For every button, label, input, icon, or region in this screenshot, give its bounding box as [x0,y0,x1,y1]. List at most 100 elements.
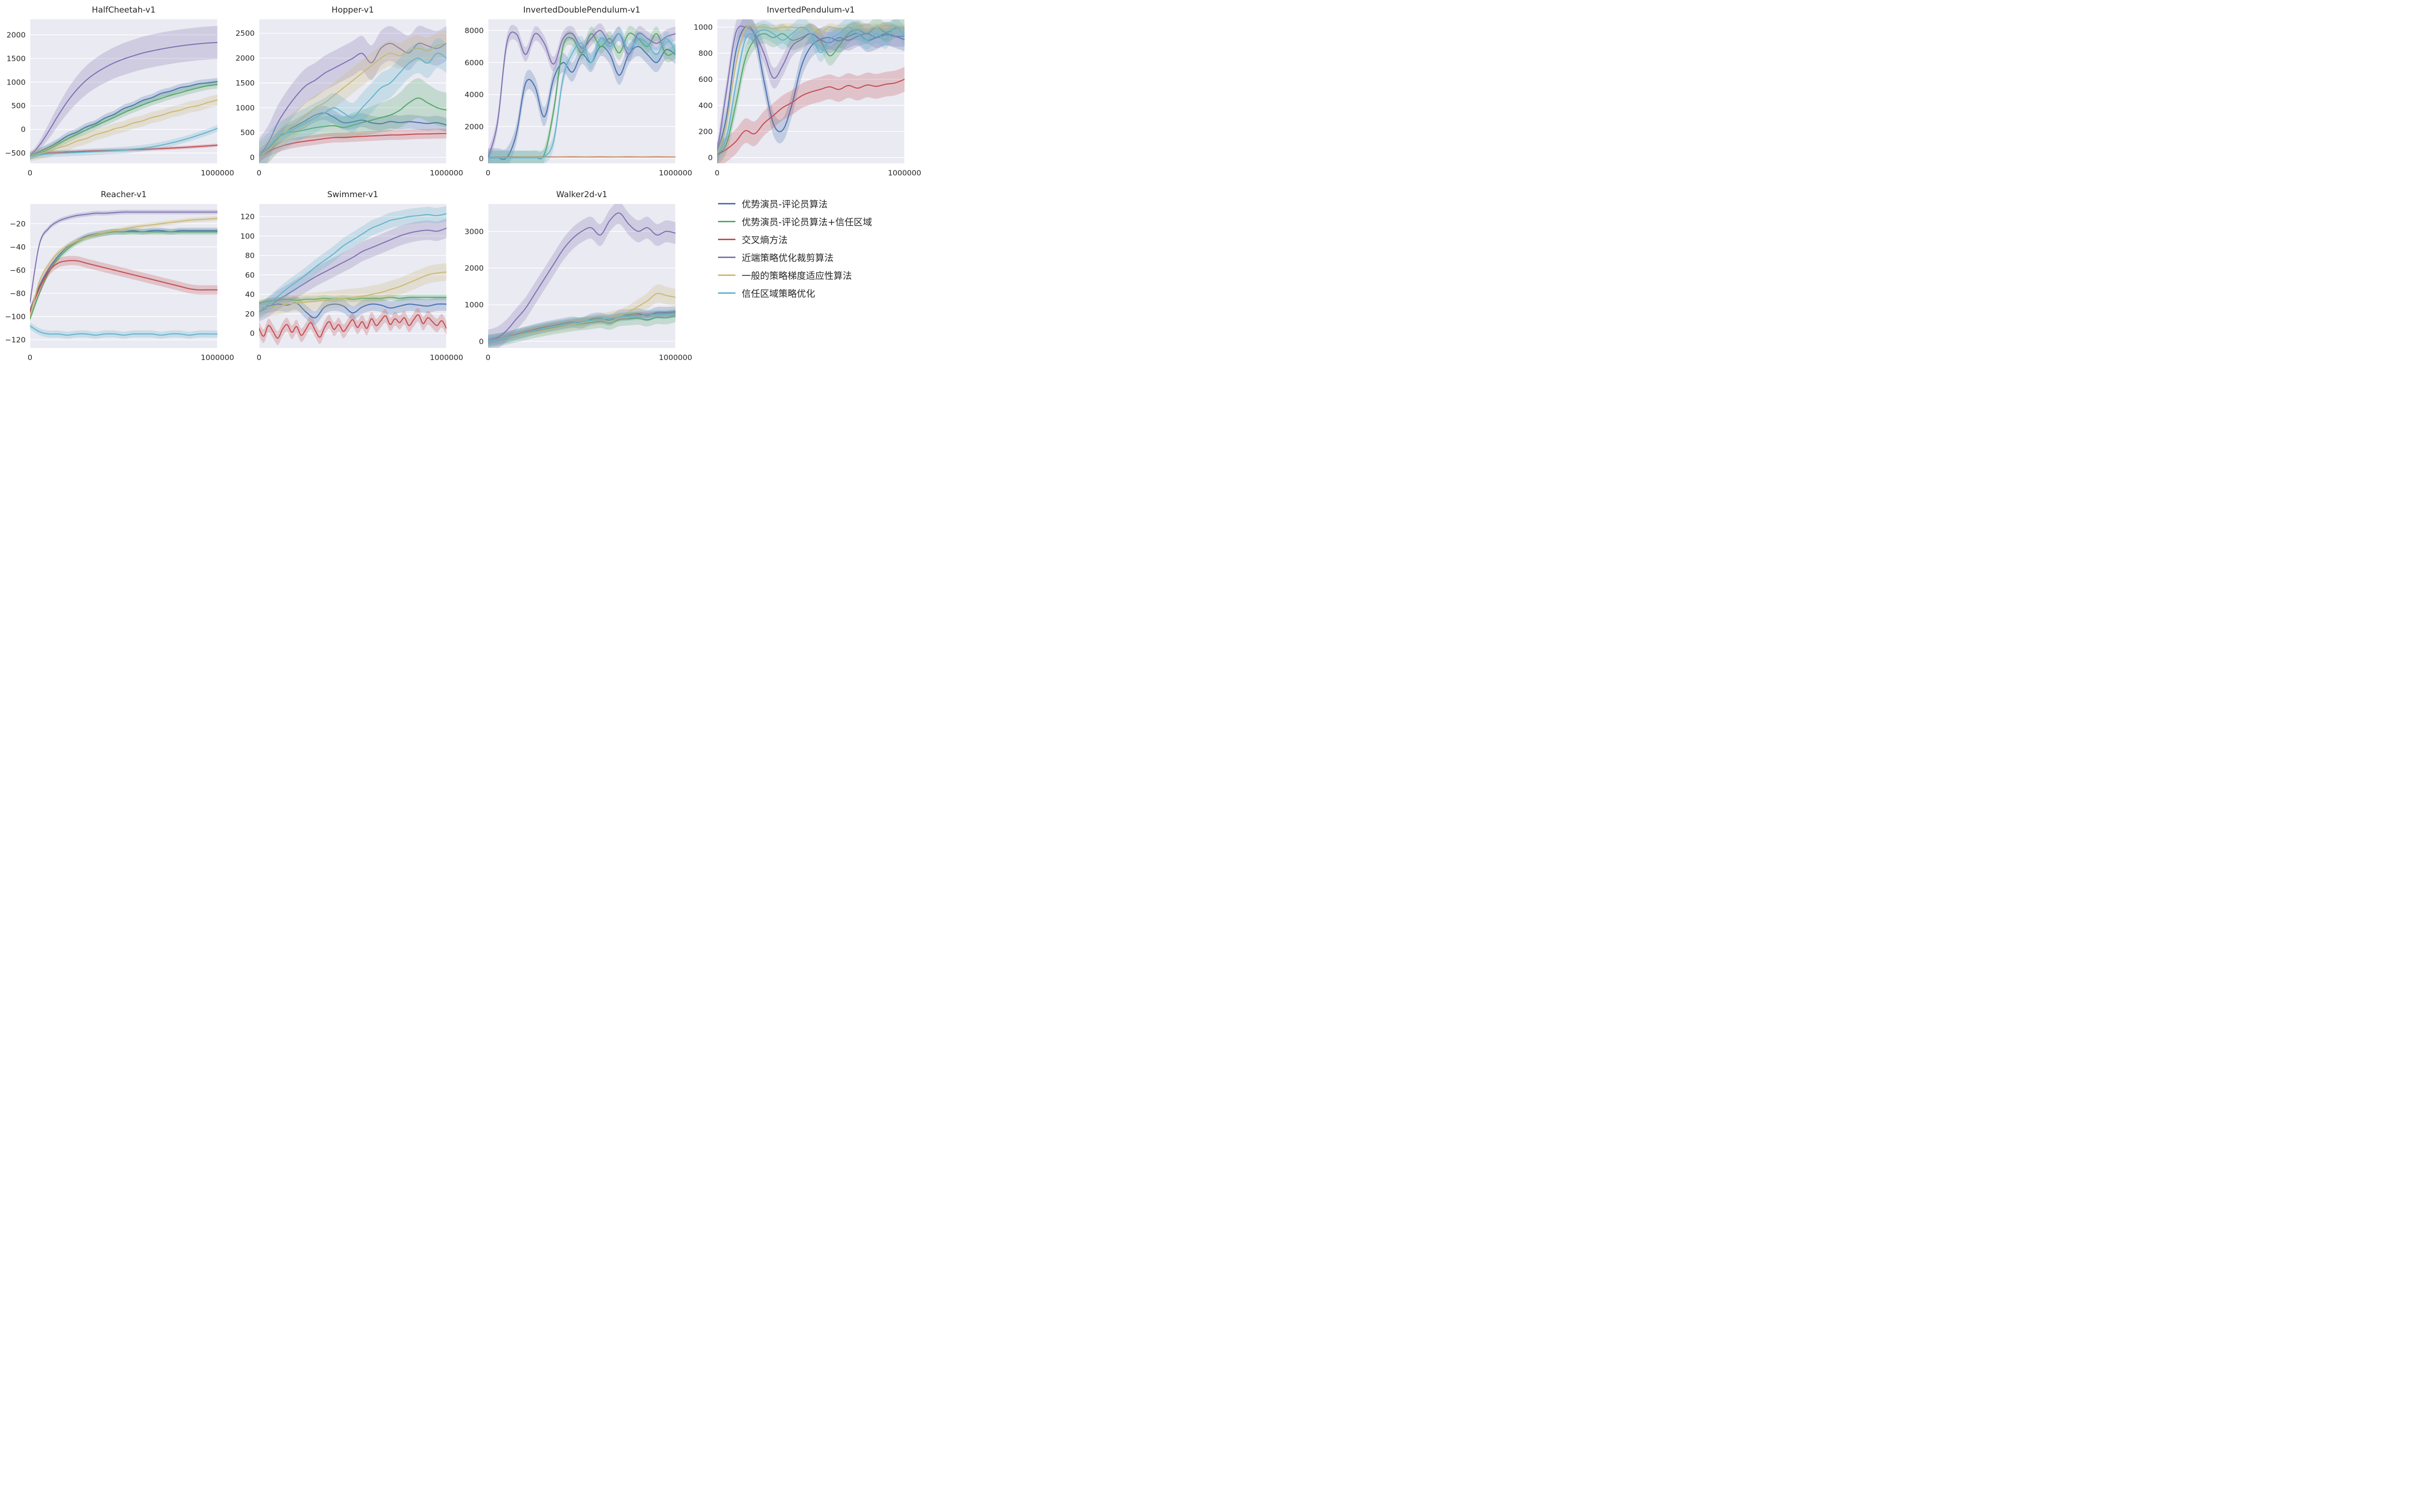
y-tick-label: 3000 [465,227,484,236]
x-tick-label: 1000000 [659,353,692,362]
series-line-a2c [488,45,676,160]
series-group [259,26,446,163]
y-tick-label: 1000 [465,301,484,309]
series-line-vpg [259,271,446,310]
y-tick-label: 6000 [465,58,484,67]
chart-title: InvertedDoublePendulum-v1 [523,5,641,15]
legend-item-vpg: 一般的策略梯度适应性算法 [718,269,918,282]
subplot-walker2d-v1: 0 1000 2000 3000 0 1000000 Walker2d-v1 [460,188,692,373]
legend-item-trpo: 信任区域策略优化 [718,287,918,300]
series-line-vpg [259,43,446,157]
legend-line-cem-icon [718,239,735,240]
series-band-a2c_tr [717,19,905,163]
tick-labels: 0 500 1000 1500 2000 2500 0 1000000 [236,29,463,177]
chart-canvas-inverteddoublependulum-v1: 0 2000 4000 6000 8000 0 1000000 InvertedDoubleP… [465,5,692,177]
series-line-cem [30,260,217,313]
chart-canvas-halfcheetah-v1: −500 0 500 1000 1500 2000 0 1000000 HalfCheetah-… [5,5,234,177]
y-tick-label: 80 [245,251,255,260]
series-band-trpo [259,38,446,163]
y-tick-label: 20 [245,310,255,318]
series-line-a2c [259,112,446,157]
x-tick-label: 0 [486,169,490,177]
y-tick-label: 800 [698,49,713,58]
series-line-a2c_tr [30,231,217,319]
y-tick-label: 0 [479,337,484,346]
y-tick-label: 60 [245,271,255,279]
y-tick-label: 500 [11,101,26,110]
series-line-trpo [488,313,676,342]
x-tick-label: 1000000 [430,169,463,177]
legend-label-vpg: 一般的策略梯度适应性算法 [742,271,852,281]
legend: 优势演员-评论员算法 优势演员-评论员算法+信任区域 交叉熵方法 近端策略优化裁剪算法… [689,188,918,373]
chart-canvas-reacher-v1: −120 −100 −80 −60 −40 −20 0 1000000 Reacher-v1 [5,190,234,362]
y-tick-label: 0 [250,329,255,338]
plot-area [717,19,905,163]
series-band-ppo [488,23,676,163]
chart-title: Hopper-v1 [331,5,374,15]
tick-labels: −500 0 500 1000 1500 2000 0 1000000 [5,31,234,177]
x-tick-label: 1000000 [430,353,463,362]
series-line-ppo [488,30,676,158]
y-tick-label: 0 [708,153,713,162]
series-band-cem [488,310,676,344]
y-tick-label: 0 [250,153,255,162]
legend-line-ppo-icon [718,257,735,258]
series-group [30,26,217,162]
series-line-trpo [30,325,217,336]
y-tick-label: 1500 [7,55,26,63]
tick-labels: −120 −100 −80 −60 −40 −20 0 1000000 [5,219,234,362]
y-tick-label: 1000 [694,23,713,32]
y-tick-label: 1000 [236,103,255,112]
rl-benchmark-figure: −500 0 500 1000 1500 2000 0 1000000 HalfCheetah-… [0,0,921,378]
y-tick-label: 1500 [236,79,255,87]
series-band-a2c [488,36,676,163]
subplot-hopper-v1: 0 500 1000 1500 2000 2500 0 1000000 Hopper-v1 [231,4,463,188]
x-tick-label: 0 [257,169,261,177]
series-band-vpg [259,30,446,163]
series-group [30,209,217,339]
x-tick-label: 0 [28,169,32,177]
series-band-cem [259,128,446,161]
x-tick-label: 1000000 [201,169,234,177]
y-tick-label: 8000 [465,27,484,35]
y-tick-label: 0 [479,154,484,163]
series-line-trpo [259,213,446,313]
legend-label-cem: 交叉熵方法 [742,235,788,245]
tick-labels: 0 200 400 600 800 1000 0 1000000 [694,23,921,177]
chart-canvas-walker2d-v1: 0 1000 2000 3000 0 1000000 Walker2d-v1 [465,190,692,362]
series-line-vpg [488,157,676,158]
series-line-trpo [488,33,676,159]
series-group [717,19,905,163]
x-tick-label: 1000000 [888,169,921,177]
y-tick-label: −60 [10,266,26,274]
series-line-cem [259,133,446,157]
y-tick-label: 120 [240,213,255,221]
series-line-ppo [30,42,217,157]
series-group [259,206,446,345]
series-band-a2c_tr [259,294,446,306]
y-tick-label: 500 [240,129,255,137]
series-line-ppo [259,228,446,313]
series-band-ppo [259,218,446,322]
y-tick-label: 100 [240,232,255,241]
subplot-halfcheetah-v1: −500 0 500 1000 1500 2000 0 1000000 HalfCheetah-… [2,4,234,188]
y-tick-label: 40 [245,290,255,299]
series-band-trpo [488,309,676,346]
x-tick-label: 1000000 [201,353,234,362]
series-group [488,23,676,163]
x-tick-label: 0 [257,353,261,362]
legend-item-ppo: 近端策略优化裁剪算法 [718,251,918,264]
y-tick-label: 4000 [465,90,484,99]
series-line-vpg [488,293,676,342]
series-line-ppo [30,211,217,303]
gridlines [717,19,905,163]
tick-labels: 0 2000 4000 6000 8000 0 1000000 [465,27,692,177]
y-tick-label: −100 [5,313,26,321]
series-line-vpg [30,100,217,157]
series-band-ppo [30,26,217,158]
x-tick-label: 0 [486,353,490,362]
chart-canvas-swimmer-v1: 0 20 40 60 80 100 120 0 1000000 Swimmer-v1 [240,190,463,362]
y-tick-label: 0 [21,125,26,134]
y-tick-label: −20 [10,219,26,228]
series-band-trpo [30,125,217,159]
